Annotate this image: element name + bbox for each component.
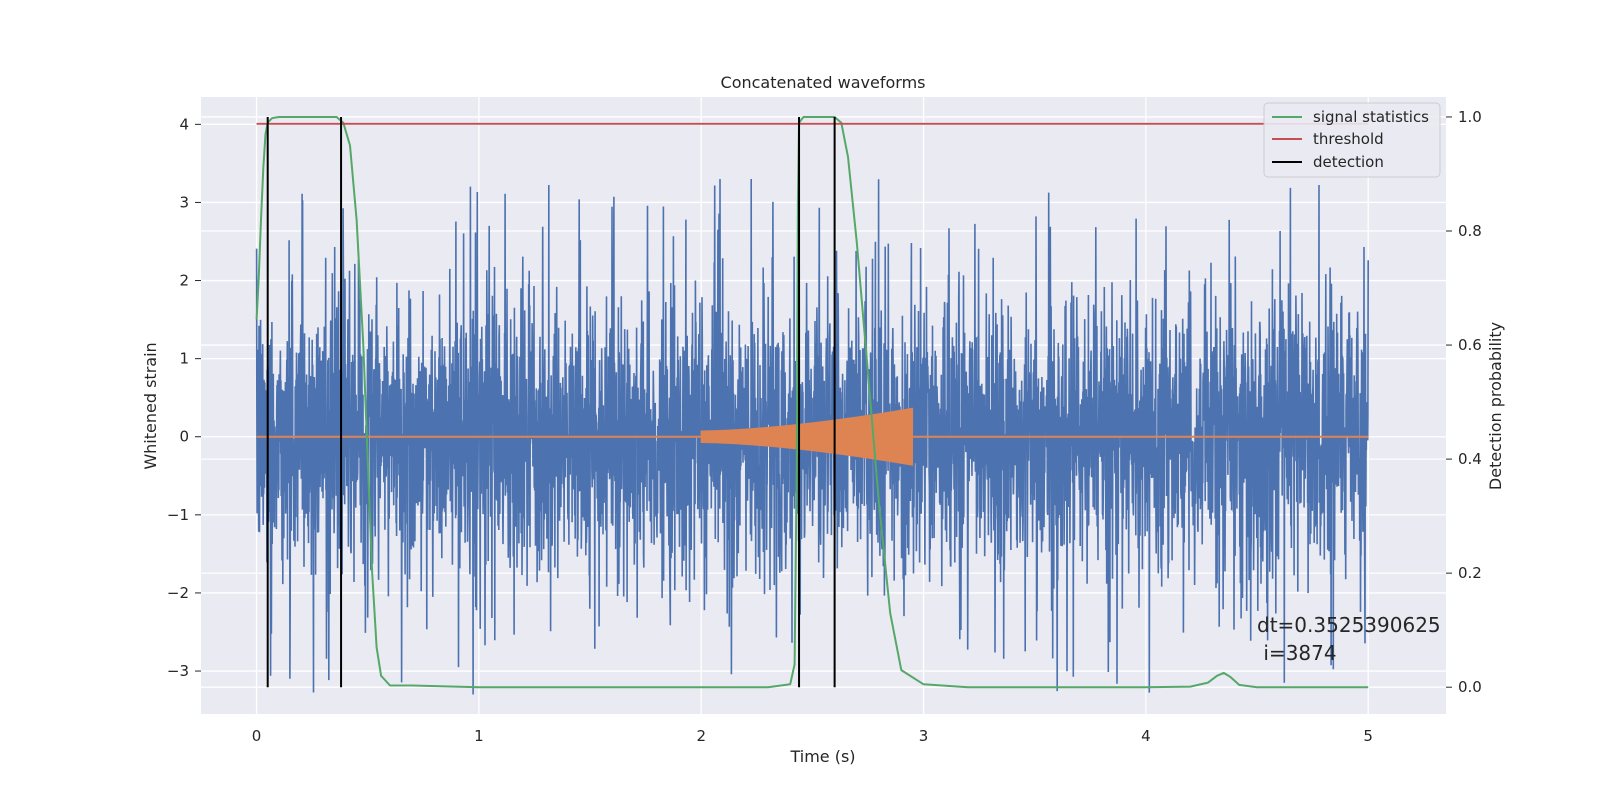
signal-statistics-line <box>255 116 1369 689</box>
y-axis-label: Whitened strain <box>141 342 160 469</box>
y-tick-label-5: 2 <box>179 272 189 290</box>
legend: signal statistics threshold detection <box>1263 102 1441 178</box>
noise-trace <box>255 178 1369 695</box>
x-tick-label-3: 3 <box>919 727 929 745</box>
x-tick-label-2: 2 <box>696 727 706 745</box>
y2-axis-label: Detection probability <box>1486 322 1505 490</box>
y2-tick-label-1: 0.2 <box>1458 564 1482 582</box>
legend-label-detection: detection <box>1313 153 1384 171</box>
y-tick-label-6: 3 <box>179 193 189 211</box>
y-tick-label-3: 0 <box>179 428 189 446</box>
y2-tick-label-0: 0.0 <box>1458 678 1482 696</box>
injected-waveform-series <box>256 407 1369 466</box>
x-axis-ticks: 0 1 2 3 4 5 <box>252 727 1373 745</box>
annotation-index: i=3874 <box>1257 641 1337 665</box>
legend-label-threshold: threshold <box>1313 130 1384 148</box>
y-tick-label-1: −2 <box>167 584 189 602</box>
whitened-noise-series <box>255 178 1369 695</box>
y-tick-label-0: −3 <box>167 662 189 680</box>
legend-label-signal-statistics: signal statistics <box>1313 108 1429 126</box>
y-tick-label-2: −1 <box>167 506 189 524</box>
y-tick-label-4: 1 <box>179 350 189 368</box>
y2-axis-ticks: 0.0 0.2 0.4 0.6 0.8 1.0 <box>1446 108 1482 696</box>
x-tick-label-4: 4 <box>1141 727 1151 745</box>
injection-chirp <box>700 407 914 466</box>
y2-tick-label-5: 1.0 <box>1458 108 1482 126</box>
detection-series <box>266 116 836 688</box>
y2-tick-label-4: 0.8 <box>1458 222 1482 240</box>
y2-tick-label-2: 0.4 <box>1458 450 1482 468</box>
signal-statistics-series <box>255 116 1369 689</box>
y-tick-label-7: 4 <box>179 115 189 133</box>
chart-title: Concatenated waveforms <box>721 73 926 92</box>
x-tick-label-5: 5 <box>1363 727 1373 745</box>
y2-tick-label-3: 0.6 <box>1458 336 1482 354</box>
x-tick-label-1: 1 <box>474 727 484 745</box>
x-axis-label: Time (s) <box>789 747 855 766</box>
annotation-dt: dt=0.3525390625 <box>1257 613 1441 637</box>
y-axis-ticks: −3 −2 −1 0 1 2 3 4 <box>167 115 201 680</box>
legend-frame <box>1263 102 1441 178</box>
x-tick-label-0: 0 <box>252 727 262 745</box>
